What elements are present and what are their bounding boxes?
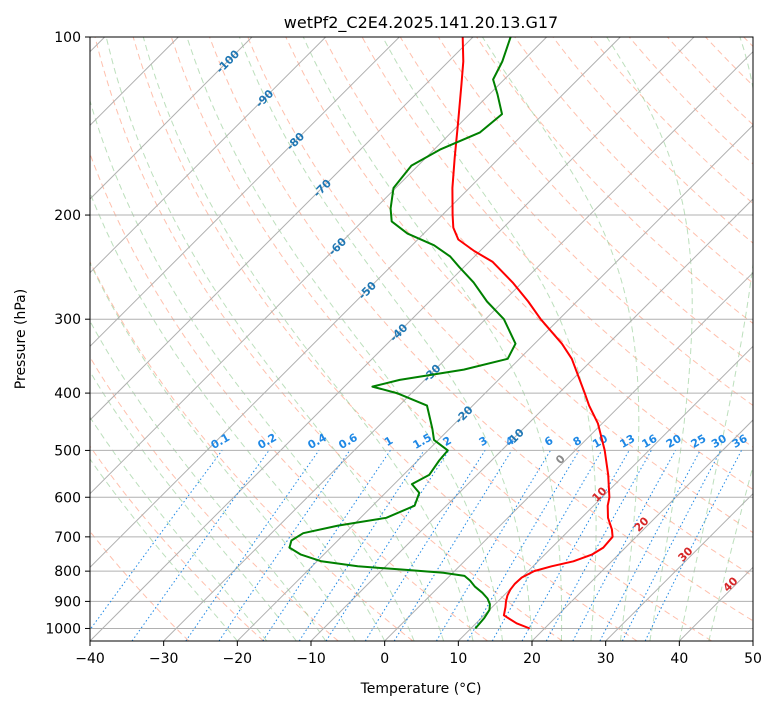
dewpoint-profile [288,37,517,630]
y-tick-label: 200 [54,208,81,224]
profiles [288,37,614,630]
y-tick-label: 100 [54,30,81,46]
y-tick-label: 300 [54,312,81,328]
moist-adiabat-line [302,37,563,641]
moist-adiabat-line [90,191,386,641]
mixing-ratio-line [298,450,425,641]
dry-adiabat-line [476,37,753,325]
isotherm-line [531,419,753,641]
plot-frame [89,36,754,642]
isotherm-line [90,37,253,200]
x-tick-label: −30 [149,651,179,667]
moist-adiabat-line [481,37,640,641]
y-tick-label: 400 [54,386,81,402]
moist-adiabat-line [142,37,474,641]
moist-adiabat-line [90,458,238,641]
isotherm-line [752,640,753,641]
isotherm-line [90,37,474,421]
y-axis: 100 200 300 400 500 600 700 800 900 1000 [45,30,90,637]
x-tick-label: −40 [75,651,105,667]
moist-adiabat-line [186,37,503,641]
moist-adiabat-line [90,261,356,641]
dry-adiabat-line [323,37,753,491]
moist-adiabat-line [382,37,597,641]
isotherm-line [90,37,548,495]
x-tick-label: −10 [296,651,326,667]
mixing-ratio-line [262,450,391,641]
x-axis: −40 −30 −20 −10 0 10 20 30 40 50 [75,641,762,667]
temperature-profile [451,37,614,630]
x-axis-label: Temperature (°C) [360,681,482,697]
y-tick-label: 700 [54,530,81,546]
isotherm-line [457,345,753,641]
moist-adiabat-line [105,37,445,641]
dry-adiabat-line [247,37,753,577]
mixing-ratio-line [545,450,652,641]
mixing-ratio-line [131,450,270,641]
dry-adiabat-line [90,356,339,641]
x-tick-label: 10 [449,651,467,667]
y-tick-label: 1000 [45,621,81,637]
y-tick-label: 500 [54,443,81,459]
dry-adiabat-line [209,37,753,622]
x-tick-label: 0 [380,651,389,667]
y-tick-label: 900 [54,594,81,610]
dry-adiabat-line [170,37,712,641]
mixing-ratio-line [218,450,351,641]
x-tick-label: 50 [744,651,762,667]
mixing-ratio-line [572,450,676,641]
isotherm-line [163,50,753,641]
moist-adiabat-line [90,416,268,641]
dry-adiabat-line [285,37,753,534]
y-axis-label: Pressure (hPa) [13,289,29,389]
dry-adiabat-line [132,37,638,641]
x-tick-label: 20 [523,651,541,667]
plot-area [90,37,753,641]
isotherm-line [310,198,753,641]
x-tick-label: −20 [223,651,253,667]
isotherm-line [90,37,327,274]
mixing-ratio-line [90,450,223,631]
y-tick-label: 800 [54,564,81,580]
isotherm-line [90,37,400,348]
dry-adiabat-line [514,37,753,284]
isotherm-line [384,271,753,641]
moist-adiabat-line [238,37,533,641]
isotherm-line [236,124,753,641]
moist-adiabat-line [606,37,693,641]
dry-adiabat-line [94,37,563,641]
moist-adiabat-line [678,37,753,641]
moist-adiabat-line [708,464,753,641]
isotherm-line [605,492,753,641]
mixing-ratio-line [325,450,450,641]
mixing-ratio-line [621,450,722,641]
mixing-ratio-line [644,450,742,641]
x-tick-label: 30 [597,651,615,667]
dry-adiabat-line [90,260,414,641]
background-lines [90,37,753,641]
mixing-ratio-line [393,450,513,641]
isotherm-line [90,37,695,641]
x-tick-label: 40 [670,651,688,667]
moist-adiabat-line [90,370,297,641]
isotherm-line [90,37,621,569]
dry-adiabat-line [90,445,264,641]
y-tick-label: 600 [54,490,81,506]
chart-title: wetPf2_C2E4.2025.141.20.13.G17 [284,13,558,33]
mixing-ratio-line [185,450,320,641]
moist-adiabat-line [90,320,327,641]
